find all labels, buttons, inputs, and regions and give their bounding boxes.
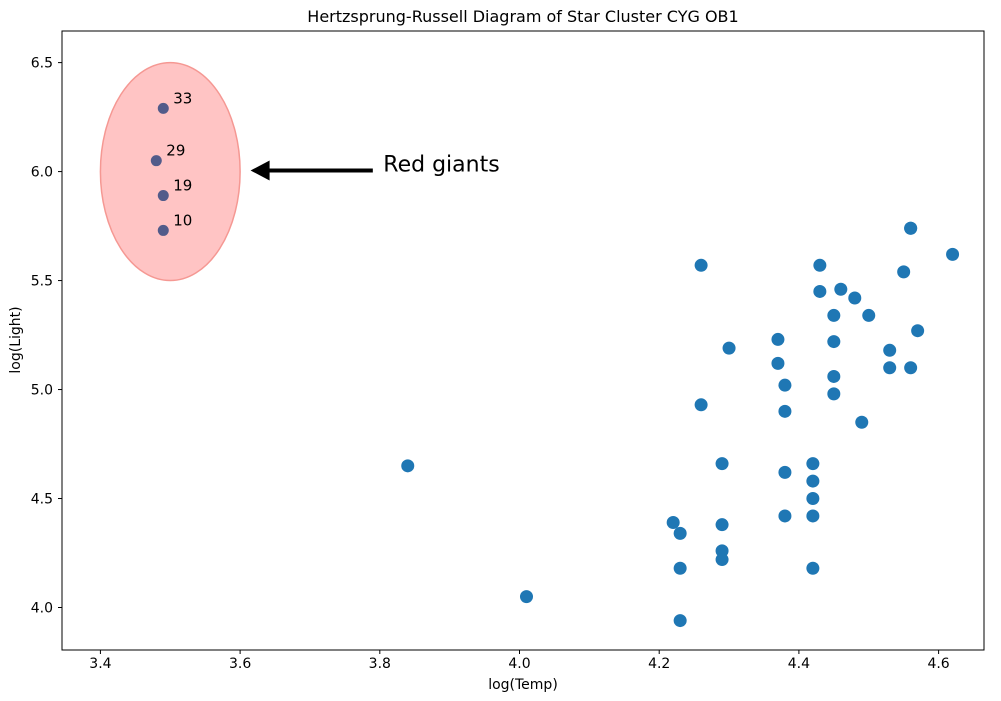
data-point bbox=[946, 247, 960, 261]
y-tick-label: 4.0 bbox=[31, 600, 53, 616]
x-tick-label: 4.6 bbox=[927, 656, 949, 672]
red-giant-point-label: 19 bbox=[173, 177, 192, 195]
data-point bbox=[778, 404, 792, 418]
axes-frame bbox=[61, 30, 985, 651]
red-giant-point-label: 29 bbox=[166, 142, 185, 160]
y-tick-label: 4.5 bbox=[31, 492, 53, 508]
annotation-arrow-head bbox=[250, 160, 270, 181]
x-tick-label: 4.2 bbox=[648, 656, 670, 672]
data-point bbox=[722, 341, 736, 355]
data-point bbox=[673, 526, 687, 540]
x-tick-label: 3.8 bbox=[369, 656, 391, 672]
data-point bbox=[904, 361, 918, 375]
data-point bbox=[827, 387, 841, 401]
data-point bbox=[771, 356, 785, 370]
data-point bbox=[519, 590, 533, 604]
data-point bbox=[806, 492, 820, 506]
data-point bbox=[771, 332, 785, 346]
data-point bbox=[813, 258, 827, 272]
data-point bbox=[778, 465, 792, 479]
axis-ticks-layer: 3.4 3.6 3.8 4.0 4.2 4.4 4.6 4.0 4.5 5.0 5.5 6.0 6.5 bbox=[31, 56, 950, 672]
data-point bbox=[862, 308, 876, 322]
data-point bbox=[778, 378, 792, 392]
red-giants-annotation-label: Red giants bbox=[383, 153, 499, 178]
data-point bbox=[834, 282, 848, 296]
data-point bbox=[694, 398, 708, 412]
x-axis-label: log(Temp) bbox=[488, 677, 558, 693]
data-point bbox=[904, 221, 918, 235]
data-point bbox=[827, 335, 841, 349]
red-giant-point-label: 10 bbox=[173, 211, 192, 229]
data-point bbox=[715, 457, 729, 471]
y-tick-label: 6.0 bbox=[31, 165, 53, 181]
data-point bbox=[827, 369, 841, 383]
data-point bbox=[883, 361, 897, 375]
data-point bbox=[401, 459, 415, 473]
data-point bbox=[673, 614, 687, 628]
data-point bbox=[806, 561, 820, 575]
chart-title: Hertzsprung-Russell Diagram of Star Clus… bbox=[307, 7, 738, 26]
y-tick-label: 6.5 bbox=[31, 56, 53, 72]
data-point bbox=[855, 415, 869, 429]
data-point bbox=[806, 474, 820, 488]
data-point bbox=[911, 324, 925, 338]
x-tick-label: 4.4 bbox=[788, 656, 810, 672]
annotation-layer: 33 29 19 10 Red giants bbox=[166, 89, 499, 229]
data-point bbox=[778, 509, 792, 523]
x-tick-label: 3.4 bbox=[89, 656, 111, 672]
red-giants-ellipse-layer bbox=[99, 61, 241, 282]
data-point bbox=[715, 553, 729, 567]
red-giant-point bbox=[157, 190, 169, 202]
y-tick-label: 5.5 bbox=[31, 274, 53, 290]
x-tick-label: 4.0 bbox=[508, 656, 530, 672]
y-tick-label: 5.0 bbox=[31, 383, 53, 399]
data-point bbox=[806, 509, 820, 523]
scatter-points-layer bbox=[150, 102, 960, 628]
data-point bbox=[673, 561, 687, 575]
data-point bbox=[848, 291, 862, 305]
red-giants-ellipse bbox=[99, 61, 241, 282]
data-point bbox=[813, 284, 827, 298]
data-point bbox=[897, 265, 911, 279]
x-tick-label: 3.6 bbox=[229, 656, 251, 672]
y-axis-label: log(Light) bbox=[8, 306, 24, 373]
red-giant-point-label: 33 bbox=[173, 89, 192, 107]
red-giant-point bbox=[157, 102, 169, 114]
data-point bbox=[715, 518, 729, 532]
red-giant-point bbox=[157, 224, 169, 236]
data-point bbox=[827, 308, 841, 322]
data-point bbox=[806, 457, 820, 471]
data-point bbox=[666, 515, 680, 529]
red-giant-point bbox=[150, 155, 162, 167]
data-point bbox=[883, 343, 897, 357]
data-point bbox=[694, 258, 708, 272]
